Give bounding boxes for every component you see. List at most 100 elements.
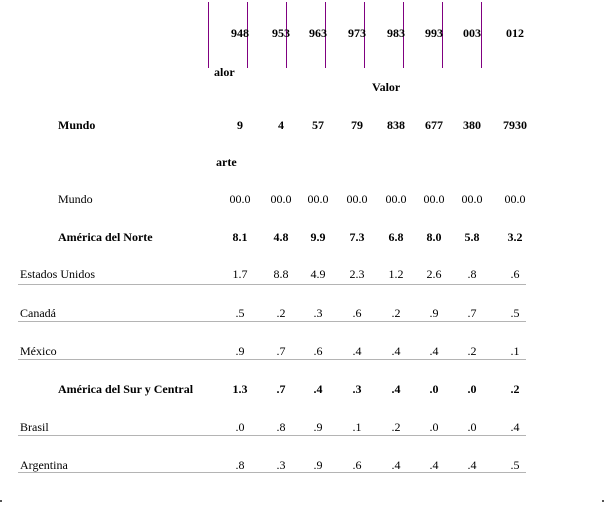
value-cell: .7 (276, 344, 286, 358)
year-header: 963 (309, 26, 327, 40)
header-divider (403, 2, 404, 68)
value-cell: .9 (235, 344, 245, 358)
value-cell: .8 (235, 458, 245, 472)
header-divider (364, 2, 365, 68)
row-label: América del Sur y Central (58, 382, 194, 396)
row-divider (18, 284, 526, 285)
value-cell: 1.3 (232, 382, 248, 396)
value-cell: .2 (467, 344, 477, 358)
year-header: 003 (463, 26, 481, 40)
value-cell: 8.8 (273, 267, 289, 281)
year-header: 948 (231, 26, 249, 40)
value-cell: .2 (276, 306, 286, 320)
value-cell: .4 (467, 458, 477, 472)
value-cell: 4.8 (273, 230, 289, 244)
value-cell: 9.9 (310, 230, 326, 244)
row-divider (18, 321, 526, 322)
value-cell: 8.1 (232, 230, 248, 244)
value-cell: 7.3 (349, 230, 365, 244)
value-cell: .7 (467, 306, 477, 320)
value-cell: 1.2 (388, 267, 404, 281)
value-cell: .4 (391, 344, 401, 358)
value-cell: .8 (467, 267, 477, 281)
value-cell: .2 (510, 382, 520, 396)
value-cell: .2 (391, 306, 401, 320)
value-cell: .6 (510, 267, 520, 281)
world-value-cell: 677 (425, 118, 443, 132)
world-value-cell: 79 (351, 118, 363, 132)
value-cell: .4 (352, 344, 362, 358)
value-cell: 00.0 (385, 192, 407, 206)
value-cell: 5.8 (464, 230, 480, 244)
value-cell: 2.3 (349, 267, 365, 281)
year-header: 953 (272, 26, 290, 40)
row-label: Canadá (20, 306, 56, 320)
value-cell: .4 (313, 382, 323, 396)
world-value-cell: 838 (387, 118, 405, 132)
value-cell: .5 (510, 458, 520, 472)
value-cell: 4.9 (310, 267, 326, 281)
row-label: América del Norte (58, 230, 153, 244)
value-cell: .6 (352, 458, 362, 472)
row-label: Mundo (58, 192, 93, 206)
value-cell: 8.0 (426, 230, 442, 244)
share-label: arte (216, 155, 237, 169)
year-header: 993 (425, 26, 443, 40)
value-cell: 1.7 (232, 267, 248, 281)
value-cell: .4 (391, 382, 401, 396)
value-cell: .7 (276, 382, 286, 396)
row-divider (18, 435, 526, 436)
row-divider (18, 472, 526, 473)
value-cell: .9 (313, 420, 323, 434)
value-cell: .0 (429, 382, 439, 396)
value-cell: .4 (429, 344, 439, 358)
world-label: Mundo (58, 118, 96, 132)
value-cell: .3 (313, 306, 323, 320)
value-cell: .1 (352, 420, 362, 434)
value-cell: 00.0 (461, 192, 483, 206)
header-divider (286, 2, 287, 68)
value-cell: .8 (276, 420, 286, 434)
row-label: Argentina (20, 458, 68, 472)
value-cell: .5 (510, 306, 520, 320)
world-value-cell: 4 (278, 118, 284, 132)
value-cell: .4 (429, 458, 439, 472)
value-cell: .1 (510, 344, 520, 358)
value-cell: 6.8 (388, 230, 404, 244)
world-value-cell: 9 (237, 118, 243, 132)
value-cell: .4 (510, 420, 520, 434)
row-label: México (20, 344, 57, 358)
value-cell: .9 (429, 306, 439, 320)
value-cell: .0 (467, 420, 477, 434)
value-cell: .2 (391, 420, 401, 434)
world-value-cell: 57 (312, 118, 324, 132)
row-label: Estados Unidos (20, 267, 95, 281)
value-cell: .3 (276, 458, 286, 472)
value-cell: .0 (467, 382, 477, 396)
value-cell: 00.0 (346, 192, 368, 206)
value-cell: 00.0 (270, 192, 292, 206)
header-divider (325, 2, 326, 68)
row-divider (18, 359, 526, 360)
value-label-left: alor (214, 65, 235, 79)
value-cell: 3.2 (507, 230, 523, 244)
year-header: 983 (387, 26, 405, 40)
value-cell: 00.0 (504, 192, 526, 206)
header-divider (442, 2, 443, 68)
value-cell: .0 (235, 420, 245, 434)
value-cell: 00.0 (307, 192, 329, 206)
value-cell: .9 (313, 458, 323, 472)
year-header: 973 (348, 26, 366, 40)
header-divider (247, 2, 248, 68)
edge-mark (0, 500, 2, 502)
value-cell: .5 (235, 306, 245, 320)
value-cell: 00.0 (229, 192, 251, 206)
value-cell: .3 (352, 382, 362, 396)
header-divider (208, 2, 209, 68)
world-value-cell: 7930 (503, 118, 527, 132)
value-cell: .4 (391, 458, 401, 472)
value-cell: 00.0 (423, 192, 445, 206)
header-divider (481, 2, 482, 68)
value-label-center: Valor (372, 80, 401, 94)
value-cell: 2.6 (426, 267, 442, 281)
